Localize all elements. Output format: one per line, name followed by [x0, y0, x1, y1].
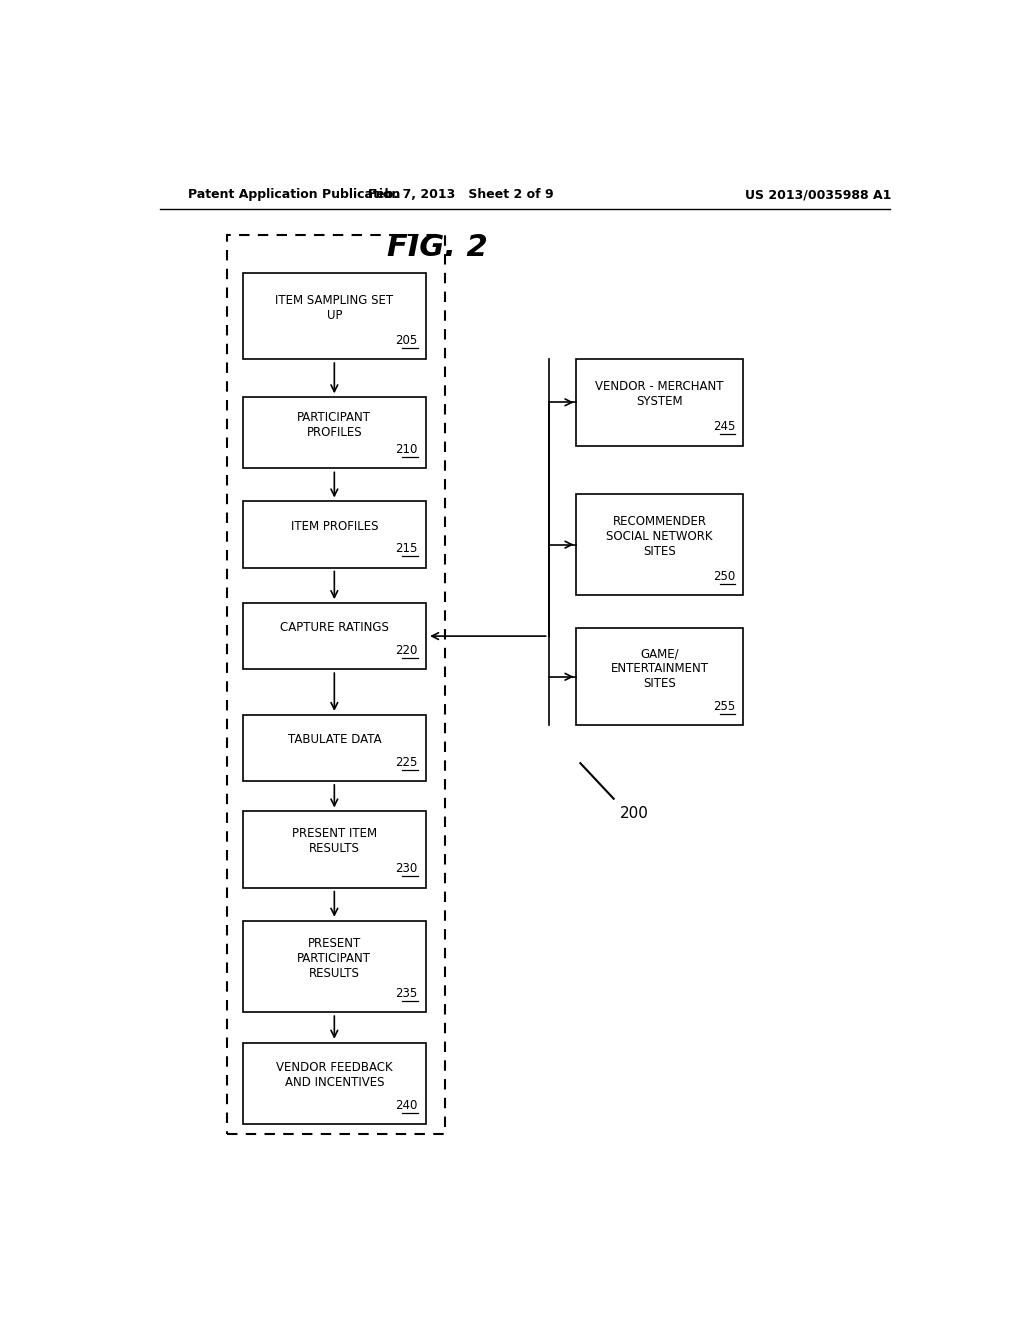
- Bar: [243, 603, 426, 669]
- Bar: [243, 1043, 426, 1125]
- Text: 215: 215: [395, 543, 418, 556]
- Text: 240: 240: [395, 1098, 418, 1111]
- Text: PARTICIPANT
PROFILES: PARTICIPANT PROFILES: [297, 411, 372, 438]
- Text: GAME/
ENTERTAINMENT
SITES: GAME/ ENTERTAINMENT SITES: [610, 647, 709, 690]
- Text: US 2013/0035988 A1: US 2013/0035988 A1: [745, 189, 892, 202]
- Text: ITEM PROFILES: ITEM PROFILES: [291, 520, 378, 533]
- Text: 220: 220: [395, 644, 418, 657]
- Text: 205: 205: [395, 334, 418, 347]
- Text: ITEM SAMPLING SET
UP: ITEM SAMPLING SET UP: [275, 294, 393, 322]
- Bar: [577, 359, 743, 446]
- Bar: [577, 628, 743, 725]
- Bar: [243, 921, 426, 1012]
- Text: 200: 200: [620, 805, 649, 821]
- Text: 255: 255: [713, 700, 735, 713]
- Text: 245: 245: [713, 420, 735, 433]
- Bar: [577, 494, 743, 595]
- Text: Feb. 7, 2013   Sheet 2 of 9: Feb. 7, 2013 Sheet 2 of 9: [369, 189, 554, 202]
- Text: FIG. 2: FIG. 2: [387, 234, 487, 263]
- Text: VENDOR FEEDBACK
AND INCENTIVES: VENDOR FEEDBACK AND INCENTIVES: [276, 1061, 392, 1089]
- Text: RECOMMENDER
SOCIAL NETWORK
SITES: RECOMMENDER SOCIAL NETWORK SITES: [606, 515, 713, 558]
- Bar: [243, 273, 426, 359]
- Bar: [243, 812, 426, 887]
- Text: VENDOR - MERCHANT
SYSTEM: VENDOR - MERCHANT SYSTEM: [596, 380, 724, 408]
- Text: Patent Application Publication: Patent Application Publication: [187, 189, 400, 202]
- Bar: [243, 715, 426, 781]
- Text: 230: 230: [395, 862, 418, 875]
- Text: PRESENT
PARTICIPANT
RESULTS: PRESENT PARTICIPANT RESULTS: [297, 937, 372, 979]
- Bar: [227, 235, 445, 1134]
- Text: 235: 235: [395, 987, 418, 1001]
- Text: 225: 225: [395, 756, 418, 768]
- Bar: [243, 397, 426, 469]
- Text: PRESENT ITEM
RESULTS: PRESENT ITEM RESULTS: [292, 828, 377, 855]
- Bar: [243, 502, 426, 568]
- Text: 250: 250: [713, 570, 735, 583]
- Text: TABULATE DATA: TABULATE DATA: [288, 734, 381, 746]
- Text: CAPTURE RATINGS: CAPTURE RATINGS: [280, 622, 389, 635]
- Text: 210: 210: [395, 444, 418, 457]
